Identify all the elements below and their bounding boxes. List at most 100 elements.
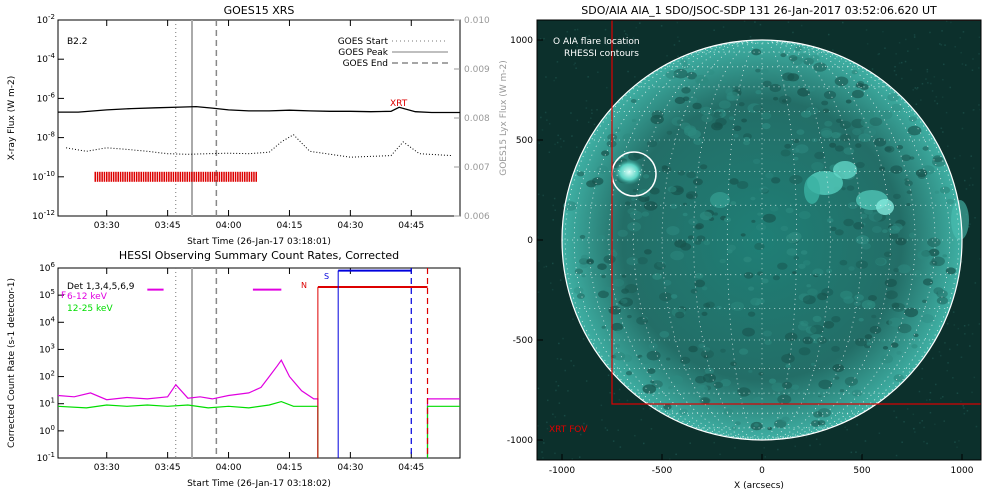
noise-speck bbox=[612, 54, 615, 56]
noise-speck bbox=[973, 109, 975, 111]
disk-texture-blob bbox=[747, 103, 762, 113]
disk-texture-blob bbox=[650, 114, 664, 125]
disk-texture-blob bbox=[816, 336, 827, 345]
noise-speck bbox=[729, 40, 731, 43]
xrt-coverage-bar bbox=[96, 171, 99, 182]
noise-speck bbox=[939, 43, 941, 45]
disk-texture-blob bbox=[694, 279, 706, 288]
disk-texture-blob bbox=[670, 203, 678, 209]
noise-speck bbox=[566, 31, 569, 33]
disk-texture-blob bbox=[781, 99, 787, 103]
disk-texture-blob bbox=[756, 298, 765, 305]
xrt-coverage-bar bbox=[204, 171, 207, 182]
noise-speck bbox=[963, 407, 965, 409]
disk-texture-blob bbox=[597, 263, 607, 271]
goes-y-ticks-right: 0.010 0.009 0.008 0.007 0.006 bbox=[454, 16, 490, 222]
noise-speck bbox=[560, 146, 562, 148]
noise-speck bbox=[546, 421, 548, 424]
xrt-coverage-bar bbox=[221, 171, 223, 182]
disk-texture-blob bbox=[742, 327, 755, 337]
xrt-coverage-bar bbox=[248, 171, 251, 182]
disk-texture-blob bbox=[817, 389, 830, 398]
disk-texture-blob bbox=[701, 114, 713, 123]
aia-y-tick-label: 0 bbox=[527, 236, 533, 246]
noise-speck bbox=[543, 442, 545, 444]
noise-speck bbox=[678, 40, 681, 42]
noise-speck bbox=[846, 428, 848, 431]
disk-texture-blob bbox=[834, 76, 849, 87]
disk-texture-blob bbox=[830, 226, 837, 232]
xrt-coverage-bar bbox=[186, 171, 188, 182]
heliographic-grid bbox=[562, 40, 962, 440]
xrt-coverage-bar bbox=[184, 171, 186, 182]
disk-texture-blob bbox=[674, 96, 686, 105]
disk-texture-blob bbox=[932, 155, 943, 163]
disk-texture-blob bbox=[624, 284, 638, 294]
hessi-series-line-1-after bbox=[426, 398, 460, 458]
goes-y-ticks-left: 10-2 10-4 10-6 10-8 10-10 10-12 bbox=[32, 13, 64, 222]
noise-speck bbox=[571, 135, 573, 137]
disk-texture-blob bbox=[813, 411, 823, 418]
noise-speck bbox=[562, 337, 564, 340]
aia-y-tick-label: -500 bbox=[513, 336, 534, 346]
disk-texture-blob bbox=[906, 190, 912, 195]
noise-speck bbox=[971, 69, 974, 71]
goes-x-tick-label: 04:30 bbox=[337, 221, 363, 231]
aia-x-tick-label: -1000 bbox=[549, 466, 575, 476]
disk-texture-blob bbox=[659, 331, 670, 338]
hessi-legend-f: F bbox=[61, 291, 66, 301]
disk-texture-blob bbox=[839, 259, 848, 266]
noise-speck bbox=[920, 99, 922, 101]
noise-speck bbox=[792, 31, 794, 34]
disk-texture-blob bbox=[798, 211, 811, 220]
noise-speck bbox=[966, 410, 969, 412]
noise-speck bbox=[978, 67, 980, 69]
noise-speck bbox=[877, 53, 879, 56]
disk-texture-blob bbox=[939, 186, 951, 194]
noise-speck bbox=[586, 424, 588, 426]
hessi-legend-title: Det 1,3,4,5,6,9 bbox=[67, 282, 135, 292]
disk-texture-blob bbox=[907, 125, 922, 136]
noise-speck bbox=[944, 44, 946, 46]
disk-texture-blob bbox=[813, 62, 827, 72]
disk-texture-blob bbox=[868, 295, 877, 302]
xrt-coverage-bar bbox=[129, 171, 131, 182]
noise-speck bbox=[627, 70, 629, 73]
noise-speck bbox=[805, 436, 808, 438]
disk-texture-blob bbox=[942, 254, 947, 258]
disk-texture-blob bbox=[831, 345, 840, 352]
hessi-y-tick-label: 105 bbox=[39, 288, 55, 301]
disk-texture-blob bbox=[743, 140, 750, 146]
disk-texture-blob bbox=[641, 211, 650, 217]
noise-speck bbox=[649, 407, 651, 410]
xrt-coverage-bar bbox=[101, 171, 103, 182]
disk-texture-blob bbox=[690, 288, 698, 294]
noise-speck bbox=[927, 82, 929, 84]
noise-speck bbox=[560, 358, 562, 360]
disk-texture-blob bbox=[772, 275, 780, 281]
disk-texture-blob bbox=[726, 91, 740, 101]
disk-texture-blob bbox=[836, 118, 843, 124]
xrt-coverage-bar bbox=[181, 171, 184, 182]
disk-texture-blob bbox=[780, 225, 789, 232]
xrt-coverage-bar bbox=[168, 171, 170, 182]
disk-texture-blob bbox=[893, 374, 905, 382]
xrt-coverage-bar bbox=[94, 171, 96, 182]
noise-speck bbox=[554, 416, 557, 418]
noise-speck bbox=[546, 119, 548, 121]
noise-speck bbox=[749, 36, 752, 38]
disk-texture-blob bbox=[758, 372, 764, 376]
noise-speck bbox=[973, 376, 976, 379]
noise-speck bbox=[953, 157, 956, 160]
disk-texture-blob bbox=[642, 384, 657, 394]
xrt-coverage-bar bbox=[209, 171, 211, 182]
noise-speck bbox=[557, 385, 560, 387]
hessi-y-axis-label: Corrected Count Rate (s-1 detector-1) bbox=[7, 278, 17, 448]
disk-texture-blob bbox=[701, 311, 708, 316]
noise-speck bbox=[963, 325, 966, 327]
noise-speck bbox=[809, 444, 811, 447]
disk-texture-blob bbox=[913, 333, 919, 338]
noise-speck bbox=[618, 399, 621, 401]
noise-speck bbox=[815, 438, 818, 440]
disk-texture-blob bbox=[817, 292, 828, 301]
